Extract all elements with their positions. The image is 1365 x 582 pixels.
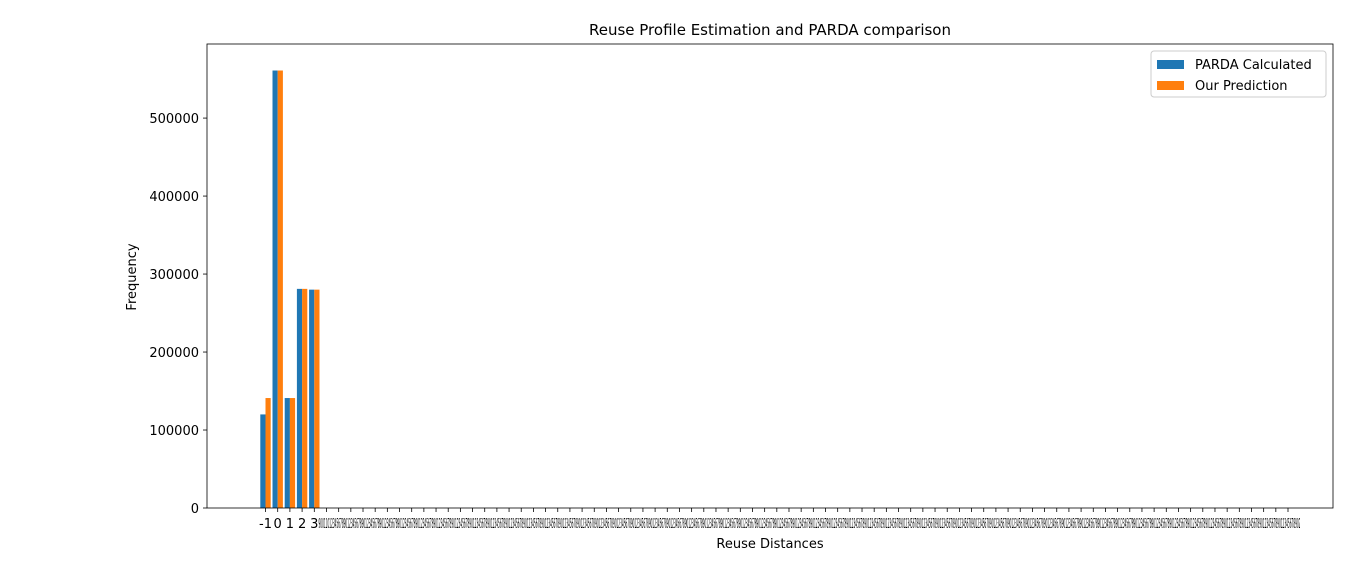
y-tick-label: 300000 (149, 268, 199, 283)
bar-parda-0 (260, 414, 266, 508)
y-tick-label: 100000 (149, 424, 199, 439)
y-tick-label: 0 (191, 502, 199, 517)
x-tick-label: 0 (274, 517, 282, 532)
legend-label-prediction: Our Prediction (1195, 79, 1288, 94)
legend-box (1150, 50, 1327, 98)
bar-prediction-3 (302, 288, 308, 508)
y-axis: 0 100000 200000 300000 400000 500000 (149, 112, 207, 517)
chart-title: Reuse Profile Estimation and PARDA compa… (589, 21, 951, 39)
x-tick-label: 1 (286, 517, 294, 532)
y-axis-label: Frequency (125, 243, 140, 310)
y-tick-label: 500000 (149, 112, 199, 127)
legend-swatch-prediction (1157, 81, 1184, 90)
x-tick-label: 2 (298, 517, 306, 532)
x-tick-label: 3 (310, 517, 318, 532)
plot-area (260, 70, 320, 508)
x-tick-labels-overlap: 9001101234567890123456789012345678901234… (319, 517, 1301, 532)
bar-parda-4 (309, 289, 315, 508)
legend-label-parda: PARDA Calculated (1195, 58, 1312, 73)
legend: PARDA Calculated Our Prediction (1150, 50, 1327, 98)
bar-parda-2 (284, 398, 290, 508)
bar-parda-1 (272, 70, 278, 508)
bar-prediction-2 (289, 398, 296, 508)
bar-prediction-0 (265, 398, 271, 508)
bar-prediction-4 (314, 289, 320, 508)
bar-prediction-1 (277, 70, 283, 508)
bar-parda-3 (296, 288, 303, 508)
plot-frame (206, 43, 1334, 509)
y-tick-label: 200000 (149, 346, 199, 361)
x-axis: -1 0 1 2 3 9001101234567890123456789012345678… (259, 508, 1300, 532)
x-axis-label: Reuse Distances (716, 537, 823, 552)
x-tick-label: -1 (259, 517, 272, 532)
y-tick-label: 400000 (149, 190, 199, 205)
legend-swatch-parda (1157, 60, 1184, 69)
